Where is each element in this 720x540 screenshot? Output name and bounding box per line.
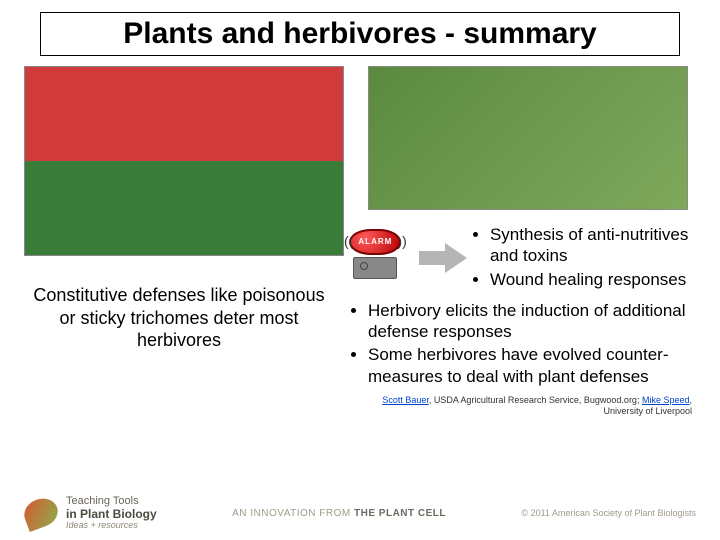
alarm-button-graphic: ALARM: [349, 229, 401, 255]
image-credits: Scott Bauer, USDA Agricultural Research …: [346, 395, 696, 418]
footer-left: Teaching Tools in Plant Biology Ideas + …: [24, 496, 157, 530]
credit-link-2[interactable]: Mike Speed: [642, 395, 690, 405]
footer-mid: AN INNOVATION FROM THE PLANT CELL: [232, 508, 446, 519]
left-caption: Constitutive defenses like poisonous or …: [24, 284, 334, 417]
bullet-item: Herbivory elicits the induction of addit…: [368, 300, 696, 343]
footer-mid-pre: AN INNOVATION FROM: [232, 508, 354, 519]
slide-title: Plants and herbivores - summary: [49, 17, 671, 51]
top-bullets: Synthesis of anti-nutritives and toxins …: [468, 224, 696, 292]
image-right: [368, 66, 688, 210]
footer-line2: in Plant Biology: [66, 508, 157, 521]
image-left: [24, 66, 344, 256]
leaf-logo-icon: [20, 494, 62, 532]
bullet-item: Wound healing responses: [490, 269, 696, 290]
footer-line3: Ideas + resources: [66, 521, 157, 530]
footer-mid-bold: THE PLANT CELL: [354, 508, 446, 519]
wave-left-icon: ((: [344, 233, 353, 251]
alarm-base-graphic: [353, 257, 397, 279]
alarm-row: (( )) ALARM Synthesis of anti-nutritives…: [346, 224, 696, 292]
slide: Plants and herbivores - summary Constitu…: [0, 0, 720, 540]
bullet-item: Synthesis of anti-nutritives and toxins: [490, 224, 696, 267]
wave-right-icon: )): [397, 233, 406, 251]
lower-bullets: Herbivory elicits the induction of addit…: [346, 300, 696, 387]
alarm-icon: (( )) ALARM: [346, 229, 405, 287]
right-column: (( )) ALARM Synthesis of anti-nutritives…: [346, 224, 696, 417]
credit-link-1[interactable]: Scott Bauer: [382, 395, 429, 405]
title-container: Plants and herbivores - summary: [40, 12, 680, 56]
footer-brand-text: Teaching Tools in Plant Biology Ideas + …: [66, 496, 157, 530]
slide-footer: Teaching Tools in Plant Biology Ideas + …: [0, 492, 720, 534]
footer-copyright: © 2011 American Society of Plant Biologi…: [521, 508, 696, 518]
bullet-item: Some herbivores have evolved counter-mea…: [368, 344, 696, 387]
arrow-icon: [419, 243, 454, 273]
credit-text: , USDA Agricultural Research Service, Bu…: [429, 395, 642, 405]
